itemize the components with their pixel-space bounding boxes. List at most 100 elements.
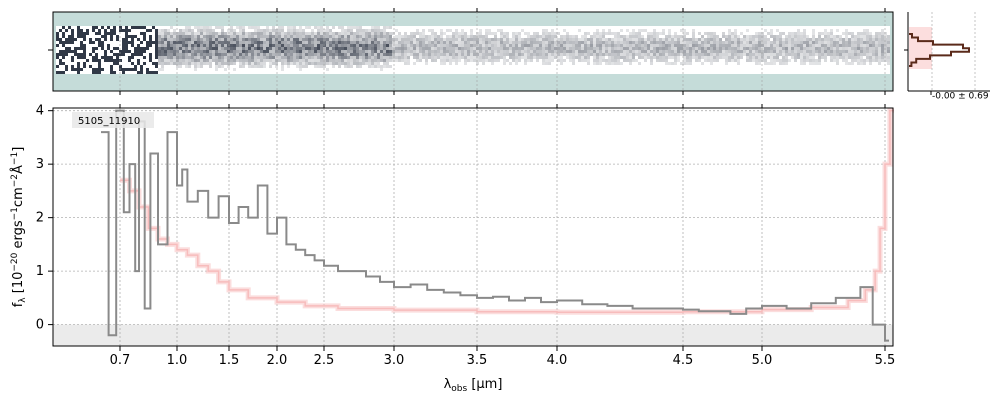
stack-pixel (617, 62, 620, 65)
stack-pixel (668, 44, 671, 47)
stack-pixel (356, 38, 359, 41)
spectrum-line (101, 109, 889, 342)
stack-pixel (878, 44, 881, 47)
stack-pixel (59, 29, 62, 32)
stack-pixel (494, 44, 497, 47)
stack-pixel (512, 41, 515, 44)
stack-pixel (551, 47, 554, 50)
stack-pixel (311, 44, 314, 47)
stack-pixel (578, 56, 581, 59)
stack-pixel (530, 35, 533, 38)
stack-pixel (749, 53, 752, 56)
stack-pixel (593, 56, 596, 59)
stack-pixel (509, 50, 512, 53)
stack-pixel (665, 50, 668, 53)
stack-pixel (488, 56, 491, 59)
stack-pixel (803, 32, 806, 35)
stack-pixel (536, 59, 539, 62)
stack-pixel (461, 56, 464, 59)
stack-pixel (320, 56, 323, 59)
stack-pixel (191, 44, 194, 47)
stack-pixel (875, 32, 878, 35)
stack-pixel (83, 32, 86, 35)
stack-pixel (539, 41, 542, 44)
stack-pixel (239, 44, 242, 47)
stack-pixel (233, 59, 236, 62)
stack-pixel (329, 56, 332, 59)
stack-pixel (155, 47, 158, 50)
stack-pixel (215, 41, 218, 44)
stack-pixel (254, 65, 257, 68)
stack-pixel (845, 50, 848, 53)
stack-pixel (857, 32, 860, 35)
stack-pixel (530, 47, 533, 50)
stack-pixel (632, 56, 635, 59)
stack-pixel (662, 32, 665, 35)
x-tick-label: 0.7 (110, 353, 131, 368)
stack-pixel (182, 29, 185, 32)
stack-pixel (431, 32, 434, 35)
stack-pixel (311, 38, 314, 41)
stack-pixel (308, 53, 311, 56)
stack-pixel (326, 56, 329, 59)
stack-pixel (845, 62, 848, 65)
stack-pixel (377, 56, 380, 59)
stack-pixel (269, 41, 272, 44)
stack-pixel (488, 47, 491, 50)
stack-pixel (887, 56, 890, 59)
stack-pixel (731, 38, 734, 41)
stack-pixel (212, 53, 215, 56)
stack-pixel (311, 53, 314, 56)
stack-pixel (674, 50, 677, 53)
stack-pixel (545, 47, 548, 50)
stack-pixel (329, 44, 332, 47)
stack-pixel (353, 62, 356, 65)
stack-pixel (233, 62, 236, 65)
stack-pixel (389, 44, 392, 47)
stack-pixel (239, 50, 242, 53)
stack-pixel (599, 35, 602, 38)
stack-pixel (170, 26, 173, 29)
stack-pixel (869, 47, 872, 50)
stack-pixel (548, 44, 551, 47)
stack-pixel (371, 56, 374, 59)
stack-pixel (626, 35, 629, 38)
stack-pixel (857, 62, 860, 65)
stack-pixel (98, 68, 101, 71)
stack-pixel (212, 50, 215, 53)
stack-pixel (353, 53, 356, 56)
stack-pixel (404, 50, 407, 53)
stack-pixel (371, 50, 374, 53)
stack-pixel (830, 29, 833, 32)
stack-pixel (194, 56, 197, 59)
stack-pixel (278, 26, 281, 29)
stack-pixel (65, 41, 68, 44)
stack-pixel (755, 44, 758, 47)
stack-pixel (548, 38, 551, 41)
stack-pixel (122, 71, 125, 74)
stack-pixel (329, 53, 332, 56)
stack-pixel (134, 68, 137, 71)
stack-pixel (740, 56, 743, 59)
stack-pixel (749, 41, 752, 44)
stack-pixel (665, 35, 668, 38)
stack-pixel (398, 35, 401, 38)
stack-pixel (674, 38, 677, 41)
stack-pixel (113, 32, 116, 35)
stack-pixel (257, 44, 260, 47)
stack-pixel (878, 35, 881, 38)
stack-pixel (527, 35, 530, 38)
stack-pixel (395, 59, 398, 62)
stack-pixel (200, 41, 203, 44)
stack-pixel (398, 38, 401, 41)
stack-pixel (575, 56, 578, 59)
stack-pixel (437, 44, 440, 47)
stack-pixel (350, 59, 353, 62)
stack-pixel (215, 44, 218, 47)
stack-pixel (212, 38, 215, 41)
stack-pixel (302, 29, 305, 32)
stack-pixel (467, 41, 470, 44)
stack-pixel (269, 47, 272, 50)
stack-pixel (527, 32, 530, 35)
stack-pixel (389, 41, 392, 44)
